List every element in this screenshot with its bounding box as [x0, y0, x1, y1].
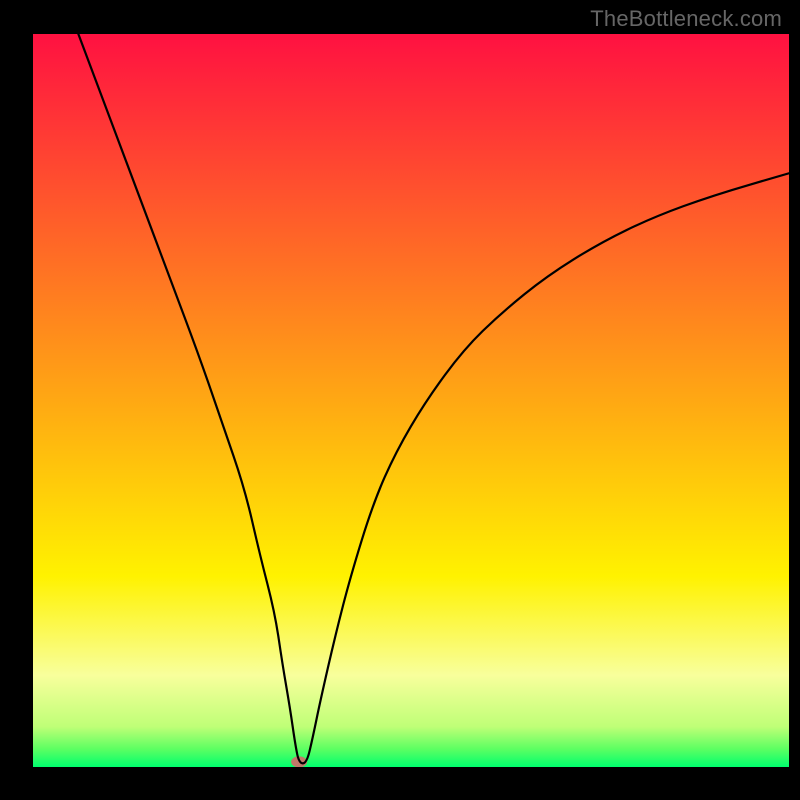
chart-canvas: TheBottleneck.com: [0, 0, 800, 800]
plot-background: [33, 34, 789, 767]
watermark-text: TheBottleneck.com: [590, 6, 782, 32]
bottleneck-chart: [0, 0, 800, 800]
